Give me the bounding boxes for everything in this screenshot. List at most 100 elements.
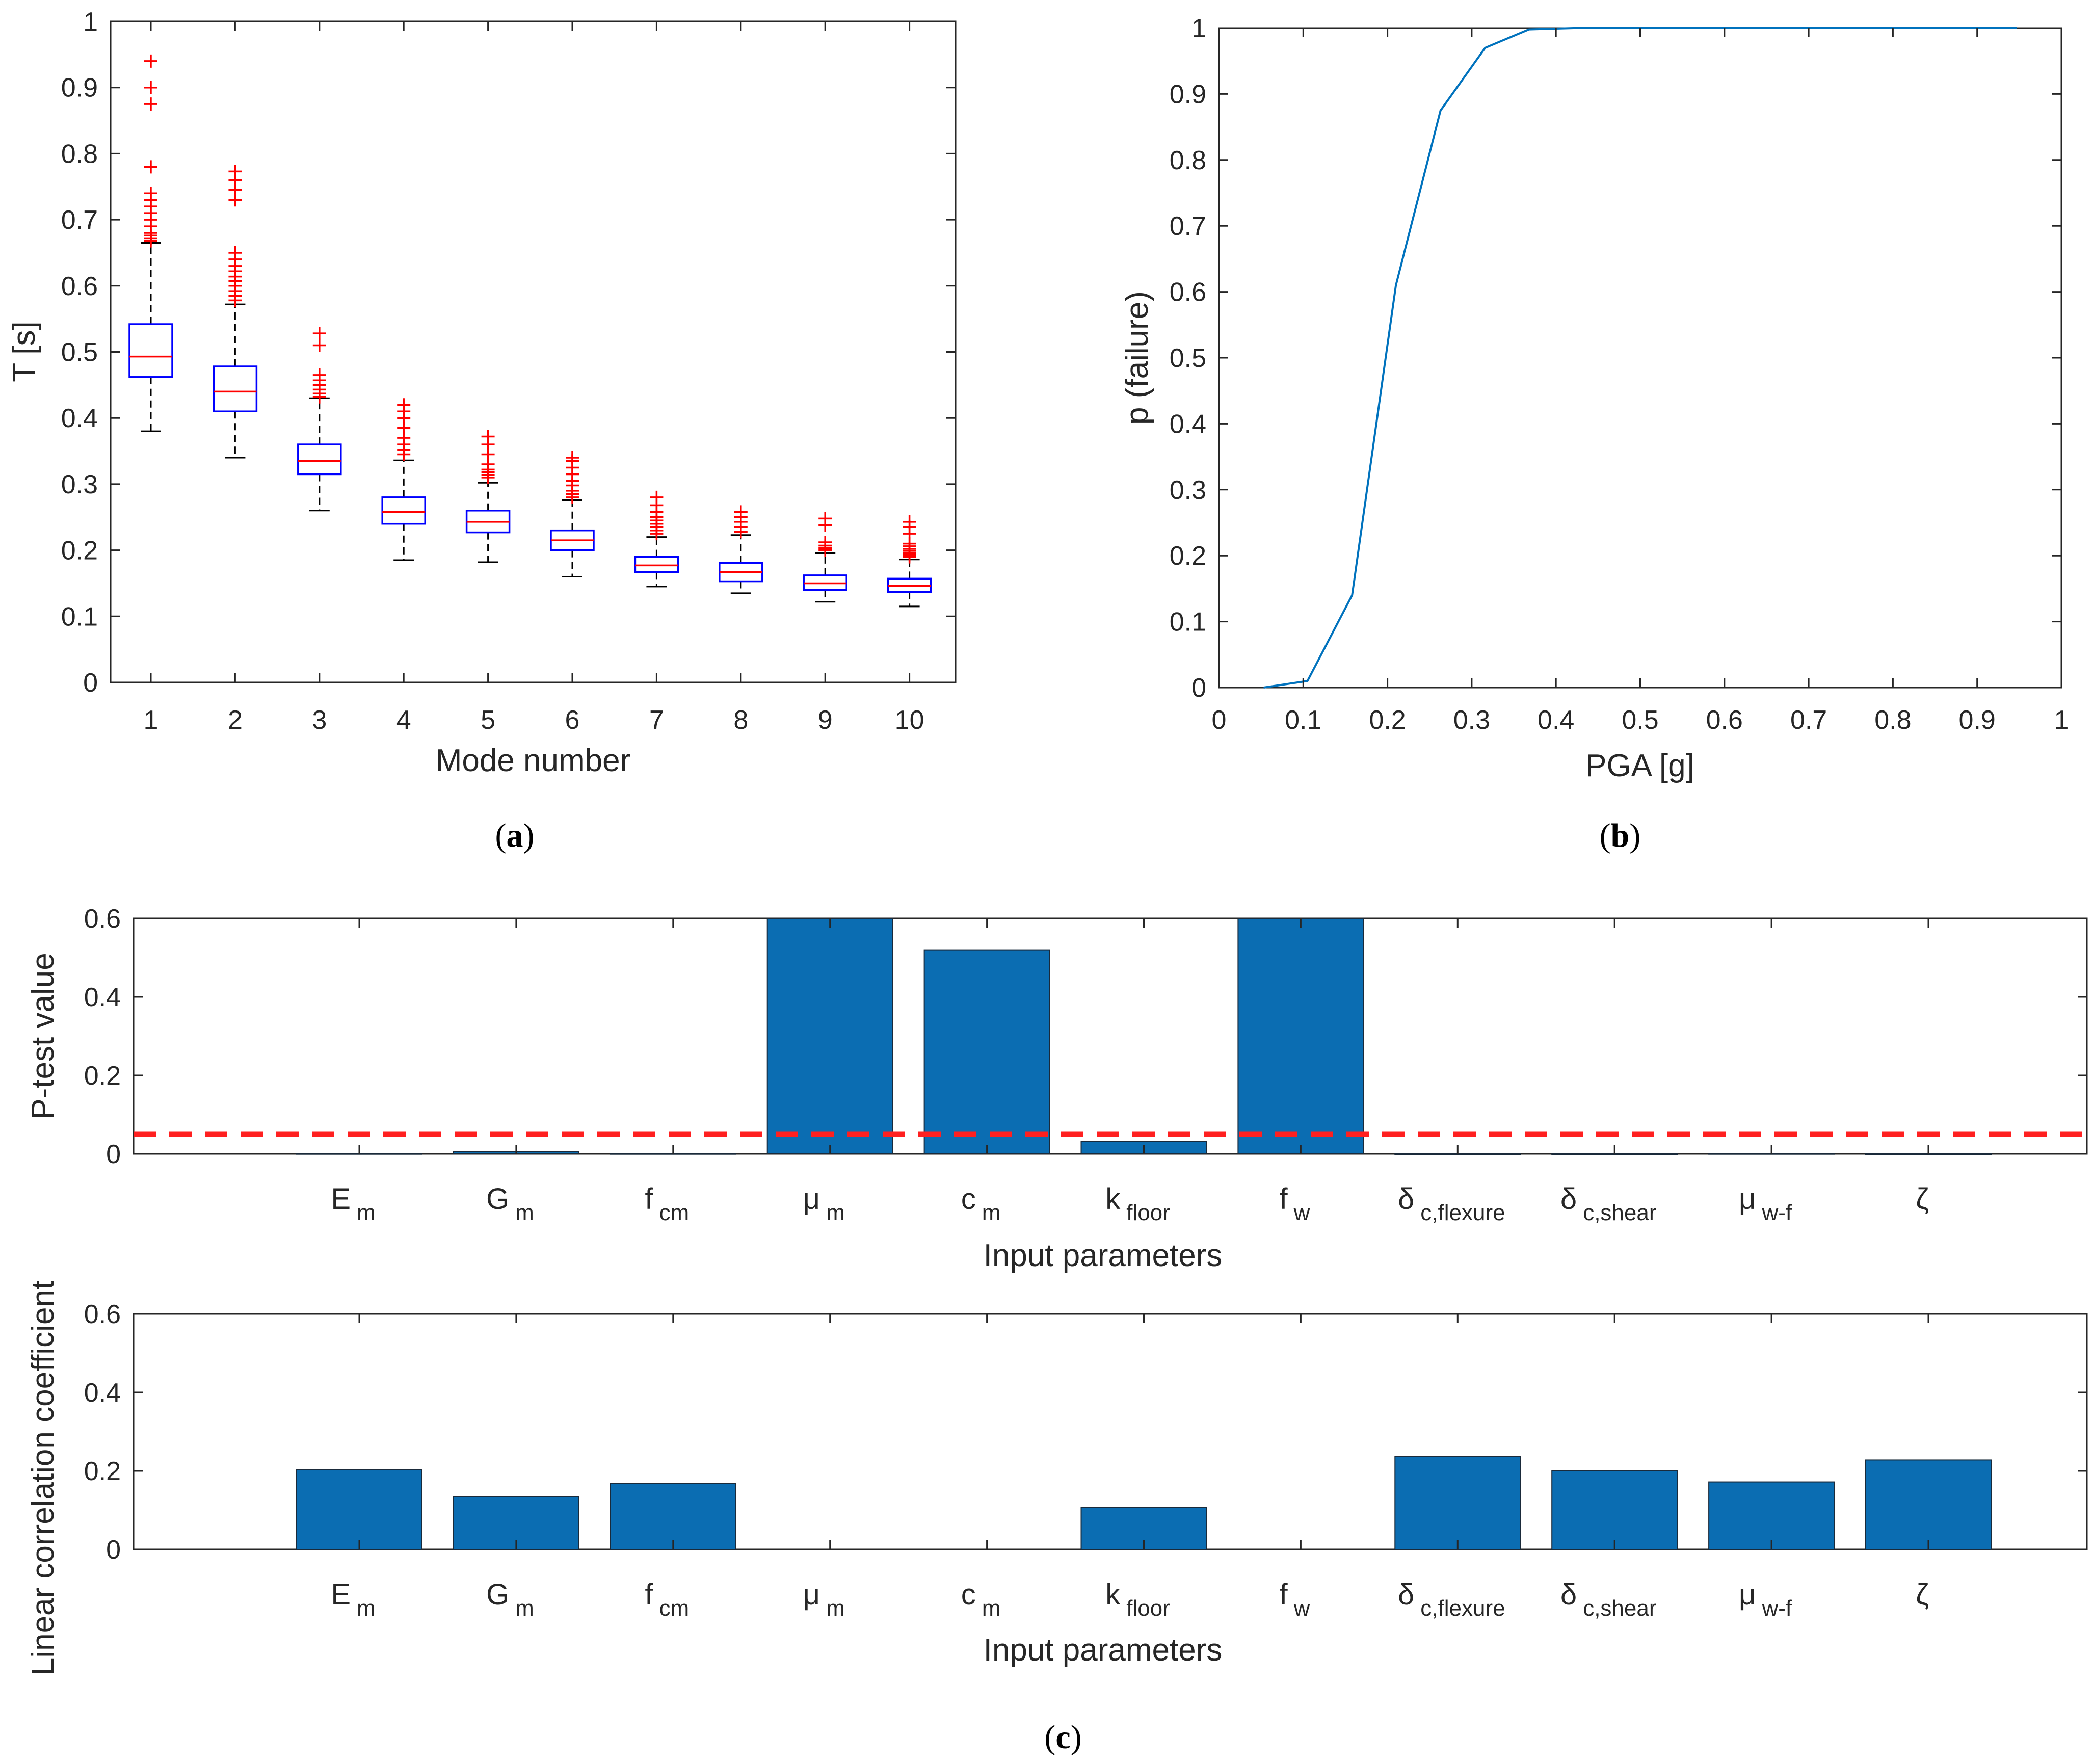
outlier-marker [144,187,157,200]
x-tick-label-symbol: δ [1560,1182,1577,1216]
x-tick-label-subscript: m [357,1200,376,1225]
x-tick-label-symbol: G [486,1182,509,1216]
x-tick-label-subscript: m [826,1200,845,1225]
x-tick-label: μ w-f [1739,1578,1792,1621]
outlier-marker [481,430,495,443]
panel-a-marks [128,54,932,608]
x-tick-label-subscript: c,flexure [1420,1596,1505,1621]
bar [1237,918,1364,1154]
outlier-marker [397,398,411,412]
y-tick-label: 0.6 [61,272,98,301]
x-tick-label-symbol: μ [803,1182,820,1216]
x-tick-label: 0.4 [1538,705,1574,735]
y-tick-label: 0.2 [1170,541,1206,571]
outlier-marker [818,536,832,549]
y-tick-label: 0 [1191,673,1206,703]
outlier-marker [312,338,326,352]
y-tick-label: 0.7 [1170,212,1206,241]
x-tick-label: 0 [1212,705,1227,735]
panel-a-caption: (a) [495,817,535,854]
y-tick-label: 1 [1191,14,1206,43]
panel-a-caption-letter: a [507,817,523,854]
x-tick-label: 0.3 [1453,705,1490,735]
x-tick-label: δ c,shear [1560,1182,1657,1225]
x-tick-label-symbol: f [1279,1182,1288,1216]
y-tick-label: 0.8 [1170,146,1206,175]
x-tick-label-symbol: f [1279,1578,1288,1611]
outlier-marker [144,160,157,174]
x-tick-label: 7 [649,705,664,735]
x-tick-label-symbol: δ [1398,1578,1414,1611]
x-tick-label-symbol: E [331,1182,351,1216]
outlier-marker [650,490,664,504]
x-tick-label-symbol: ζ [1916,1182,1929,1216]
x-tick-label-symbol: k [1105,1578,1121,1611]
x-tick-label: 10 [895,705,924,735]
panel-b-line: 0 0.1 0.2 0.3 0.4 0.5 0.6 0.7 0.8 0.9 1 0 0.1 0.2 0.3… [1120,14,2069,854]
y-tick-label: 0 [83,668,98,698]
panel-a-y-axis: 0 0.1 0.2 0.3 0.4 0.5 0.6 0.7 0.8 0.9 1 [61,7,956,698]
x-tick-label: 0.8 [1874,705,1911,735]
panel-c-caption-letter: c [1055,1719,1070,1756]
y-tick-label: 0.2 [84,1457,121,1486]
x-tick-label: ζ [1916,1182,1929,1216]
x-tick-label: δ c,flexure [1398,1578,1505,1621]
panel-c-bottom-y-axis: 0 0.2 0.4 0.6 [84,1300,2087,1565]
y-tick-label: 0.4 [84,983,121,1012]
x-tick-label: 1 [2054,705,2069,735]
x-tick-label-subscript: cm [659,1596,690,1621]
y-tick-label: 0.6 [1170,278,1206,307]
x-tick-label: 0.9 [1959,705,1996,735]
y-tick-label: 0.6 [84,1300,121,1329]
outlier-marker [734,505,748,519]
bar [610,1483,736,1550]
x-tick-label: 0.1 [1285,705,1321,735]
y-tick-label: 0.9 [1170,80,1206,109]
bar [1551,1470,1678,1550]
panel-c-bottom-x-axis-title: Input parameters [984,1633,1223,1668]
outlier-marker [818,512,832,525]
outlier-marker [144,54,157,68]
panel-c-bottom-marks [296,1456,1992,1550]
outlier-marker [228,165,242,178]
x-tick-label: 6 [565,705,580,735]
x-tick-label-subscript: m [357,1596,376,1621]
x-tick-label-subscript: c,shear [1583,1596,1656,1621]
x-tick-label: δ c,flexure [1398,1182,1505,1225]
box-iqr [297,443,342,476]
x-tick-label-symbol: ζ [1916,1578,1929,1611]
panel-b-caption: (b) [1600,817,1641,854]
bar [766,918,893,1154]
bar [296,1469,422,1550]
x-tick-label-subscript: w [1293,1596,1310,1621]
x-tick-label-subscript: w [1293,1200,1310,1225]
bar [1865,1459,1992,1550]
y-tick-label: 0.2 [84,1061,121,1091]
x-tick-label: 4 [396,705,411,735]
x-tick-label: 2 [228,705,243,735]
panel-b-x-axis: 0 0.1 0.2 0.3 0.4 0.5 0.6 0.7 0.8 0.9 1 [1212,28,2069,735]
y-tick-label: 0.4 [84,1378,121,1408]
y-tick-label: 0 [106,1535,121,1565]
x-tick-label-symbol: μ [1739,1578,1756,1611]
panel-a-y-axis-title: T [s] [7,321,42,382]
outlier-marker [312,327,326,340]
x-tick-label-subscript: m [982,1200,1001,1225]
x-tick-label: 9 [818,705,833,735]
y-tick-label: 0.8 [61,139,98,169]
panel-c-caption: (c) [1044,1719,1081,1756]
x-tick-label-symbol: δ [1398,1182,1414,1216]
x-tick-label-symbol: μ [803,1578,820,1611]
x-tick-label: 1 [144,705,158,735]
x-tick-label: ζ [1916,1578,1929,1611]
bar [1394,1456,1521,1550]
